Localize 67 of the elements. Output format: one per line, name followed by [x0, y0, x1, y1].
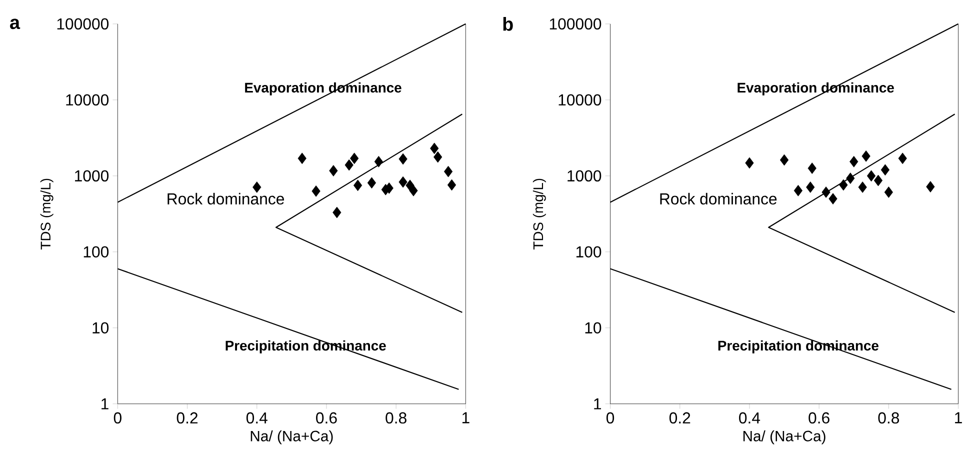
point [858, 182, 867, 194]
x-axis-title: Na/ (Na+Ca) [250, 430, 333, 444]
y-tick-label: 100 [84, 246, 109, 258]
point [874, 174, 883, 186]
y-tick-label: 1 [594, 398, 601, 410]
y-tick-label: 1000 [75, 170, 109, 182]
point [353, 180, 362, 192]
point [822, 186, 830, 198]
point [430, 142, 439, 154]
point [794, 185, 802, 196]
point [434, 152, 442, 163]
y-axis-title: TDS (mg/L) [532, 179, 546, 250]
chart-title: b [503, 17, 513, 32]
point [780, 154, 789, 166]
y-tick-label: 100000 [57, 18, 109, 30]
chart-title: a [10, 18, 20, 30]
point [398, 176, 408, 188]
point [344, 160, 354, 171]
y-tick-label: 10000 [66, 94, 109, 106]
x-tick-label: 0.4 [246, 412, 268, 424]
x-tick-label: 0.2 [176, 412, 198, 424]
x-tick-label: 0.6 [316, 412, 337, 424]
y-tick-label: 100 [576, 246, 602, 258]
point [745, 157, 754, 169]
point [884, 186, 893, 198]
point [398, 153, 408, 165]
y-axis-title: TDS (mg/L) [40, 179, 54, 250]
point [806, 182, 815, 194]
point [850, 156, 858, 168]
y-tick-label: 1000 [568, 170, 602, 182]
point [898, 152, 907, 164]
x-tick-label: 0.8 [386, 412, 406, 424]
point [409, 185, 418, 196]
point [862, 150, 870, 162]
point [367, 177, 376, 189]
x-tick-label: 0.6 [808, 412, 830, 424]
annotation: Rock dominance [168, 193, 284, 205]
annotation: Rock dominance [660, 193, 777, 205]
x-tick-label: 1 [462, 412, 470, 424]
y-tick-label: 100000 [550, 18, 602, 30]
point [926, 181, 935, 193]
point [332, 206, 342, 218]
point [839, 179, 848, 191]
point [374, 156, 383, 168]
y-tick-label: 10000 [558, 94, 602, 106]
point [298, 152, 306, 164]
y-tick-label: 10 [92, 322, 109, 334]
point [880, 164, 890, 176]
x-tick-label: 0 [606, 412, 614, 424]
y-tick-label: 1 [102, 398, 108, 410]
x-tick-label: 1 [955, 412, 962, 424]
point [846, 172, 855, 184]
point [866, 170, 876, 182]
x-tick-label: 0 [114, 412, 122, 424]
point [808, 162, 816, 174]
point [329, 165, 338, 177]
point [252, 182, 262, 194]
y-tick-label: 10 [585, 322, 602, 334]
point [447, 179, 456, 191]
x-tick-label: 0.8 [878, 412, 900, 424]
point [828, 193, 838, 205]
point [350, 152, 359, 164]
point [444, 166, 453, 178]
point [312, 186, 320, 198]
x-tick-label: 0.2 [669, 412, 690, 424]
x-tick-label: 0.4 [739, 412, 760, 424]
x-axis-title: Na/ (Na+Ca) [743, 430, 826, 444]
